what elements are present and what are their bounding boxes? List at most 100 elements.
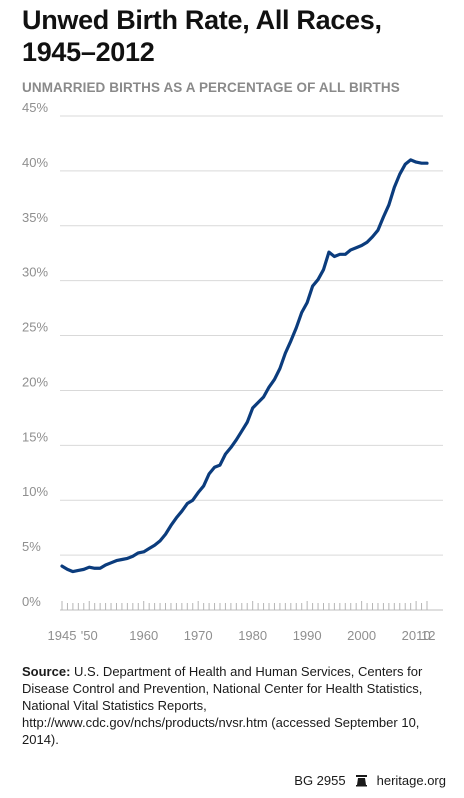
y-tick-label: 35% bbox=[22, 210, 48, 225]
data-point bbox=[284, 352, 286, 354]
source-note: Source: U.S. Department of Health and Hu… bbox=[22, 663, 442, 748]
data-point bbox=[371, 236, 373, 238]
data-point bbox=[202, 485, 204, 487]
data-point bbox=[121, 558, 123, 560]
data-point bbox=[262, 396, 264, 398]
chart-subtitle: UNMARRIED BIRTHS AS A PERCENTAGE OF ALL … bbox=[22, 80, 400, 95]
data-point bbox=[360, 244, 362, 246]
data-point bbox=[143, 551, 145, 553]
y-tick-label: 0% bbox=[22, 594, 41, 609]
data-point bbox=[290, 340, 292, 342]
data-point bbox=[426, 162, 428, 164]
data-point bbox=[279, 367, 281, 369]
data-point bbox=[339, 253, 341, 255]
x-tick-label: 1970 bbox=[184, 628, 213, 643]
y-tick-label: 15% bbox=[22, 429, 48, 444]
data-point bbox=[333, 255, 335, 257]
data-point bbox=[83, 568, 85, 570]
data-point bbox=[355, 247, 357, 249]
data-point bbox=[409, 159, 411, 161]
chart-title: Unwed Birth Rate, All Races, 1945–2012 bbox=[22, 4, 452, 68]
source-label: Source: bbox=[22, 664, 71, 679]
series-line bbox=[60, 158, 429, 574]
x-tick-label: 1990 bbox=[293, 628, 322, 643]
data-point bbox=[328, 251, 330, 253]
x-tick-label: '50 bbox=[81, 628, 98, 643]
data-point bbox=[170, 524, 172, 526]
chart-title-line-2: 1945–2012 bbox=[22, 37, 155, 67]
data-point bbox=[306, 301, 308, 303]
source-text: U.S. Department of Health and Human Serv… bbox=[22, 664, 423, 747]
x-tick-label: 1980 bbox=[238, 628, 267, 643]
data-point bbox=[404, 163, 406, 165]
data-point bbox=[137, 552, 139, 554]
line-chart: 0% 5% 10% 15% 20% 25% 30% 35% 40% 45% 1945 '50 1960 1… bbox=[22, 100, 443, 643]
data-point bbox=[61, 565, 63, 567]
data-point bbox=[72, 570, 74, 572]
y-tick-label: 40% bbox=[22, 155, 48, 170]
y-tick-label: 10% bbox=[22, 484, 48, 499]
data-point bbox=[224, 453, 226, 455]
data-point bbox=[77, 569, 79, 571]
footer-site: heritage.org bbox=[376, 773, 446, 788]
data-point bbox=[197, 491, 199, 493]
data-point bbox=[377, 229, 379, 231]
data-point bbox=[88, 566, 90, 568]
data-point bbox=[350, 249, 352, 251]
data-point bbox=[99, 567, 101, 569]
chart-title-line-1: Unwed Birth Rate, All Races, bbox=[22, 5, 382, 35]
data-point bbox=[393, 186, 395, 188]
data-point bbox=[104, 564, 106, 566]
data-point bbox=[399, 173, 401, 175]
data-point bbox=[213, 466, 215, 468]
data-point bbox=[66, 568, 68, 570]
data-point bbox=[132, 555, 134, 557]
data-point bbox=[301, 311, 303, 313]
data-point bbox=[322, 268, 324, 270]
data-point bbox=[420, 162, 422, 164]
data-point bbox=[388, 204, 390, 206]
data-point bbox=[230, 446, 232, 448]
data-point bbox=[181, 510, 183, 512]
data-point bbox=[268, 386, 270, 388]
data-point bbox=[208, 473, 210, 475]
data-point bbox=[317, 278, 319, 280]
bell-icon bbox=[355, 774, 367, 787]
data-point bbox=[235, 439, 237, 441]
data-point bbox=[186, 502, 188, 504]
data-point bbox=[93, 567, 95, 569]
data-point bbox=[126, 557, 128, 559]
data-point bbox=[273, 378, 275, 380]
data-point bbox=[251, 407, 253, 409]
data-point bbox=[415, 161, 417, 163]
data-point bbox=[257, 401, 259, 403]
y-tick-label: 30% bbox=[22, 265, 48, 280]
data-point bbox=[153, 544, 155, 546]
footer: BG 2955 heritage.org bbox=[294, 773, 446, 788]
data-point bbox=[148, 547, 150, 549]
data-point bbox=[159, 540, 161, 542]
y-tick-label: 5% bbox=[22, 539, 41, 554]
data-point bbox=[115, 559, 117, 561]
data-point bbox=[382, 216, 384, 218]
data-point bbox=[344, 253, 346, 255]
footer-code: BG 2955 bbox=[294, 773, 346, 788]
data-point bbox=[366, 241, 368, 243]
data-point bbox=[219, 464, 221, 466]
data-point bbox=[241, 430, 243, 432]
x-tick-label: 2000 bbox=[347, 628, 376, 643]
data-point bbox=[311, 285, 313, 287]
data-point bbox=[246, 421, 248, 423]
x-tick-label: '12 bbox=[419, 628, 436, 643]
y-tick-label: 45% bbox=[22, 100, 48, 115]
y-tick-label: 25% bbox=[22, 320, 48, 335]
data-point bbox=[175, 517, 177, 519]
data-point bbox=[295, 327, 297, 329]
x-tick-label: 1945 bbox=[48, 628, 77, 643]
data-point bbox=[192, 499, 194, 501]
y-tick-label: 20% bbox=[22, 374, 48, 389]
x-tick-label: 1960 bbox=[129, 628, 158, 643]
data-point bbox=[110, 562, 112, 564]
data-point bbox=[164, 533, 166, 535]
x-tick-label: 2010 bbox=[402, 628, 431, 643]
